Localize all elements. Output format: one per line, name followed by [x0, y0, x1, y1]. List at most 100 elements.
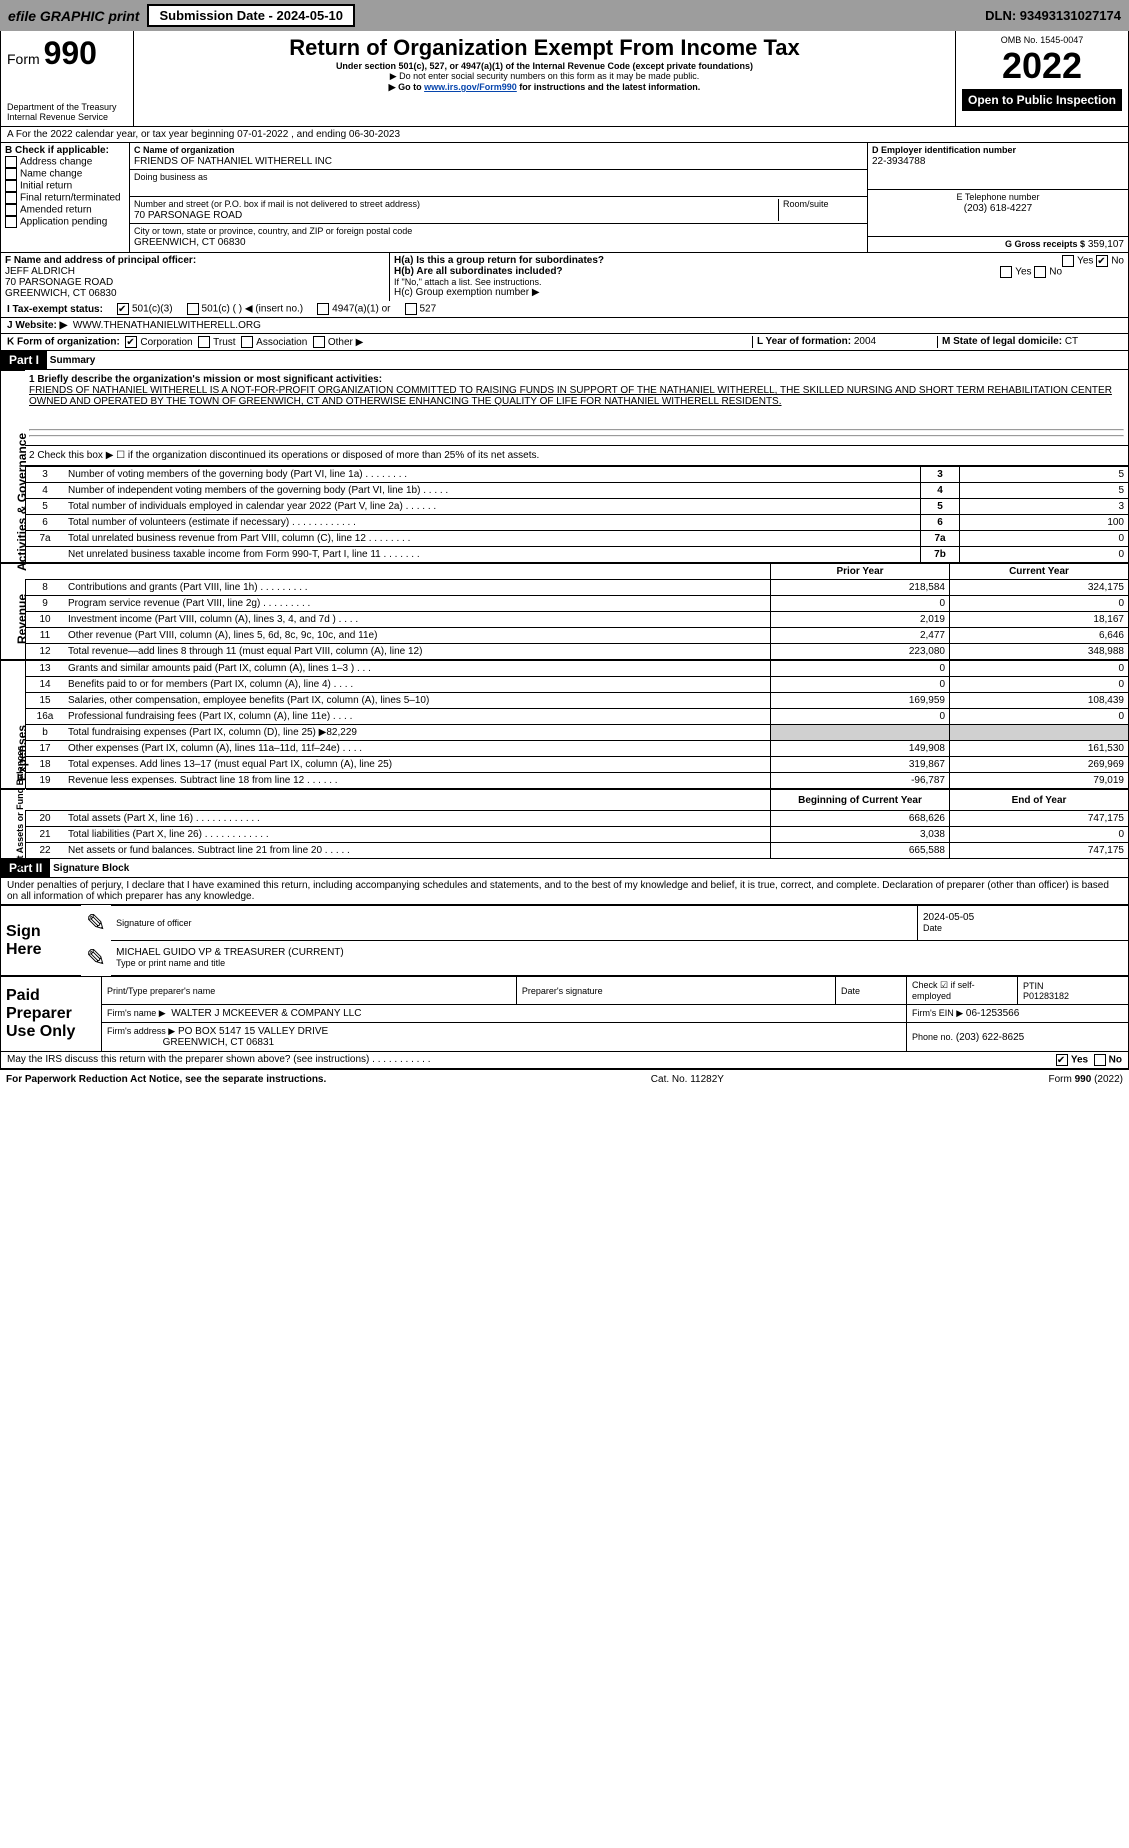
prior: 668,626: [771, 811, 950, 827]
ein: 22-3934788: [872, 156, 925, 167]
prior: 0: [771, 661, 950, 677]
chk-final[interactable]: Final return/terminated: [5, 192, 125, 204]
line-text: Total number of individuals employed in …: [64, 499, 921, 515]
line-no: 7a: [26, 531, 65, 547]
ptin: P01283182: [1023, 991, 1069, 1001]
line-no: 3: [26, 467, 65, 483]
curr: 0: [950, 709, 1129, 725]
line-text: Total assets (Part X, line 16) . . . . .…: [64, 811, 771, 827]
prior: 0: [771, 677, 950, 693]
footer: For Paperwork Reduction Act Notice, see …: [0, 1069, 1129, 1089]
year-formation: 2004: [854, 336, 876, 347]
dba-label: Doing business as: [134, 172, 208, 182]
part1-title: Summary: [50, 355, 96, 366]
entity-grid: B Check if applicable: Address change Na…: [0, 143, 1129, 252]
part2-title: Signature Block: [53, 863, 129, 874]
room-label: Room/suite: [778, 199, 863, 221]
chk-assoc[interactable]: Association: [241, 337, 307, 348]
firm-addr2: GREENWICH, CT 06831: [163, 1037, 275, 1048]
prior: 0: [771, 709, 950, 725]
chk-address[interactable]: Address change: [5, 156, 125, 168]
line-no: [26, 547, 65, 563]
line-text: Program service revenue (Part VIII, line…: [64, 596, 771, 612]
val: 100: [960, 515, 1129, 531]
line-no: 18: [26, 757, 65, 773]
note-ssn: ▶ Do not enter social security numbers o…: [140, 71, 949, 82]
sig-name: MICHAEL GUIDO VP & TREASURER (CURRENT): [116, 947, 344, 958]
firm-addr: PO BOX 5147 15 VALLEY DRIVE: [178, 1026, 328, 1037]
subtitle: Under section 501(c), 527, or 4947(a)(1)…: [140, 61, 949, 71]
curr: 269,969: [950, 757, 1129, 773]
tax-year: 2022: [962, 45, 1122, 87]
line-no: 9: [26, 596, 65, 612]
box-no: 4: [921, 483, 960, 499]
may-no[interactable]: No: [1094, 1054, 1122, 1066]
line-text: Net unrelated business taxable income fr…: [64, 547, 921, 563]
chk-initial[interactable]: Initial return: [5, 180, 125, 192]
line-no: 13: [26, 661, 65, 677]
side-net: Net Assets or Fund Balances: [15, 746, 25, 870]
line-text: Professional fundraising fees (Part IX, …: [64, 709, 771, 725]
col-hdr: Current Year: [950, 564, 1129, 580]
city: GREENWICH, CT 06830: [134, 237, 246, 248]
prior: -96,787: [771, 773, 950, 789]
chk-corp[interactable]: Corporation: [125, 337, 192, 348]
chk-4947[interactable]: 4947(a)(1) or: [317, 303, 390, 315]
val: 5: [960, 483, 1129, 499]
line-text: Total unrelated business revenue from Pa…: [64, 531, 921, 547]
chk-trust[interactable]: Trust: [198, 337, 235, 348]
line-no: b: [26, 725, 65, 741]
prior: [771, 725, 950, 741]
val: 5: [960, 467, 1129, 483]
line-text: Other expenses (Part IX, column (A), lin…: [64, 741, 771, 757]
line-text: Grants and similar amounts paid (Part IX…: [64, 661, 771, 677]
line-no: 16a: [26, 709, 65, 725]
f-label: F Name and address of principal officer:: [5, 255, 196, 266]
line-text: Investment income (Part VIII, column (A)…: [64, 612, 771, 628]
line-no: 5: [26, 499, 65, 515]
prior: 665,588: [771, 843, 950, 859]
box-no: 5: [921, 499, 960, 515]
chk-other[interactable]: Other ▶: [313, 337, 363, 348]
header-bar: efile GRAPHIC print Submission Date - 20…: [0, 0, 1129, 31]
form-header: Form 990 Department of the Treasury Inte…: [0, 31, 1129, 127]
irs-link[interactable]: www.irs.gov/Form990: [424, 82, 517, 92]
part2-hdr: Part II: [1, 859, 50, 877]
org-name: FRIENDS OF NATHANIEL WITHERELL INC: [134, 156, 332, 167]
state-domicile: CT: [1065, 336, 1078, 347]
sig-officer: Signature of officer: [116, 918, 191, 928]
curr: 6,646: [950, 628, 1129, 644]
chk-501c3[interactable]: 501(c)(3): [117, 303, 173, 315]
box-no: 7b: [921, 547, 960, 563]
part1-hdr: Part I: [1, 351, 47, 369]
row-i: I Tax-exempt status: 501(c)(3) 501(c) ( …: [0, 301, 1129, 318]
prior: 223,080: [771, 644, 950, 660]
curr: 0: [950, 677, 1129, 693]
h-note: If "No," attach a list. See instructions…: [394, 277, 1124, 287]
line-no: 20: [26, 811, 65, 827]
d-label: D Employer identification number: [872, 145, 1016, 155]
chk-amended[interactable]: Amended return: [5, 204, 125, 216]
ha: H(a) Is this a group return for subordin…: [394, 255, 1124, 266]
curr: 0: [950, 661, 1129, 677]
curr: 0: [950, 827, 1129, 843]
curr: [950, 725, 1129, 741]
box-no: 6: [921, 515, 960, 531]
sig-date: Date: [923, 923, 942, 933]
line-text: Contributions and grants (Part VIII, lin…: [64, 580, 771, 596]
line-no: 11: [26, 628, 65, 644]
chk-name[interactable]: Name change: [5, 168, 125, 180]
prior: 2,477: [771, 628, 950, 644]
q2: 2 Check this box ▶ ☐ if the organization…: [25, 446, 1129, 466]
prep-sig-h: Preparer's signature: [516, 977, 835, 1005]
irs-label: Internal Revenue Service: [7, 112, 127, 122]
prep-self-h: Check ☑ if self-employed: [907, 977, 1018, 1005]
line-no: 22: [26, 843, 65, 859]
curr: 747,175: [950, 843, 1129, 859]
cat-no: Cat. No. 11282Y: [651, 1074, 724, 1085]
chk-527[interactable]: 527: [405, 303, 437, 315]
chk-pending[interactable]: Application pending: [5, 216, 125, 228]
gross-receipts: 359,107: [1088, 239, 1124, 250]
may-yes[interactable]: Yes: [1056, 1054, 1088, 1066]
chk-501c[interactable]: 501(c) ( ) ◀ (insert no.): [187, 303, 304, 315]
